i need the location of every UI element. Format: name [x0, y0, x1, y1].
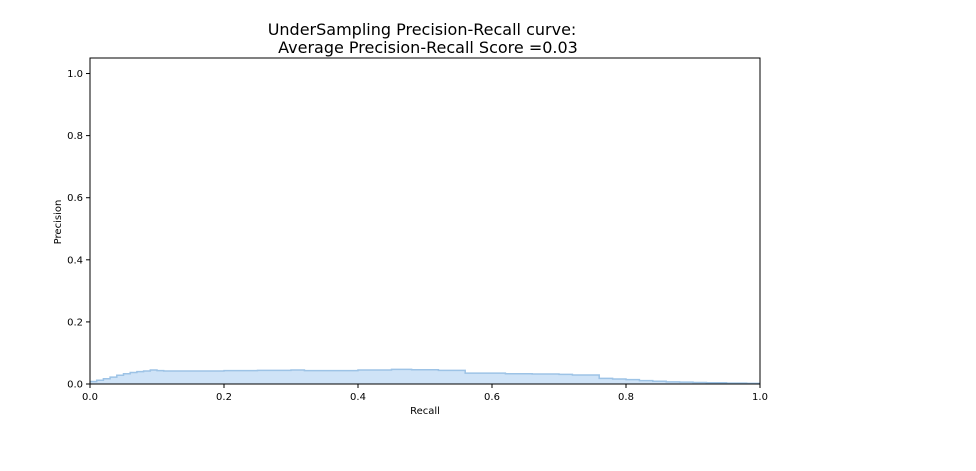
x-tick-label: 0.6	[484, 392, 500, 403]
chart-title-line-1: UnderSampling Precision-Recall curve:	[268, 20, 577, 39]
x-tick-label: 0.0	[82, 392, 98, 403]
x-tick-label: 0.2	[216, 392, 232, 403]
x-tick-label: 0.8	[618, 392, 634, 403]
pr-curve-area	[90, 369, 760, 384]
plot-area	[90, 368, 760, 385]
chart-title-line-2: Average Precision-Recall Score =0.03	[278, 38, 578, 57]
x-tick-label: 0.4	[350, 392, 366, 403]
x-tick-label: 1.0	[752, 392, 768, 403]
y-axis: 0.0 0.2 0.4 0.6 0.8 1.0	[67, 69, 90, 391]
x-axis-label: Recall	[410, 406, 440, 417]
pr-curve-line	[90, 368, 760, 385]
x-axis: 0.0 0.2 0.4 0.6 0.8 1.0	[82, 384, 768, 403]
y-tick-label: 0.0	[67, 380, 83, 391]
y-axis-label: Precision	[53, 200, 64, 245]
y-tick-label: 0.8	[67, 131, 83, 142]
y-tick-label: 0.4	[67, 255, 83, 266]
y-tick-label: 0.6	[67, 193, 83, 204]
y-tick-label: 1.0	[67, 69, 83, 80]
axes-frame	[89, 57, 761, 385]
y-tick-label: 0.2	[67, 317, 83, 328]
